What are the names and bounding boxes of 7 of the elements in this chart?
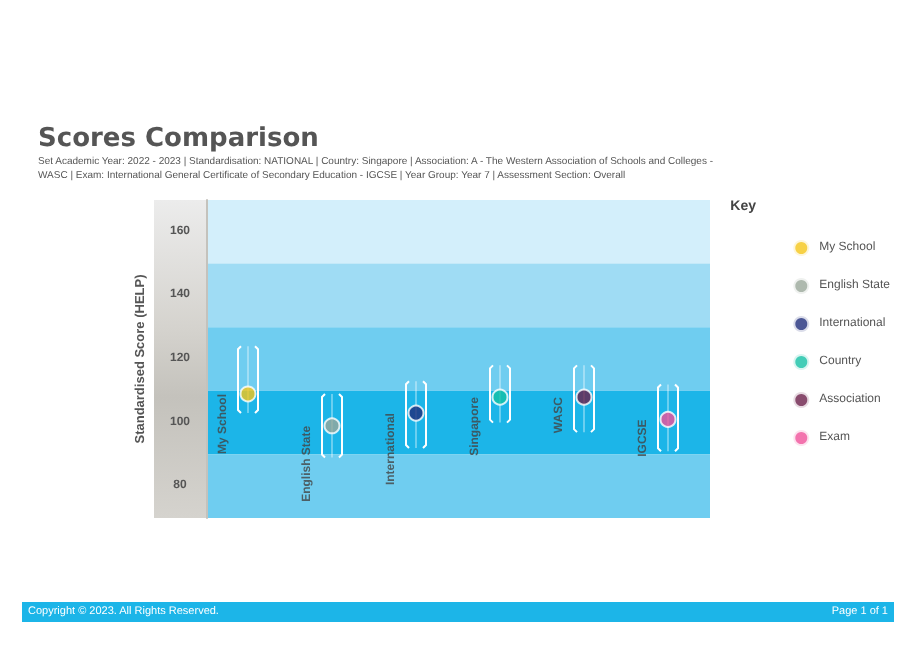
point <box>407 404 425 422</box>
point <box>659 410 677 428</box>
point <box>575 388 593 406</box>
point <box>239 385 257 403</box>
point <box>491 388 509 406</box>
point <box>323 417 341 435</box>
chart-title: Scores Comparison <box>38 124 319 154</box>
